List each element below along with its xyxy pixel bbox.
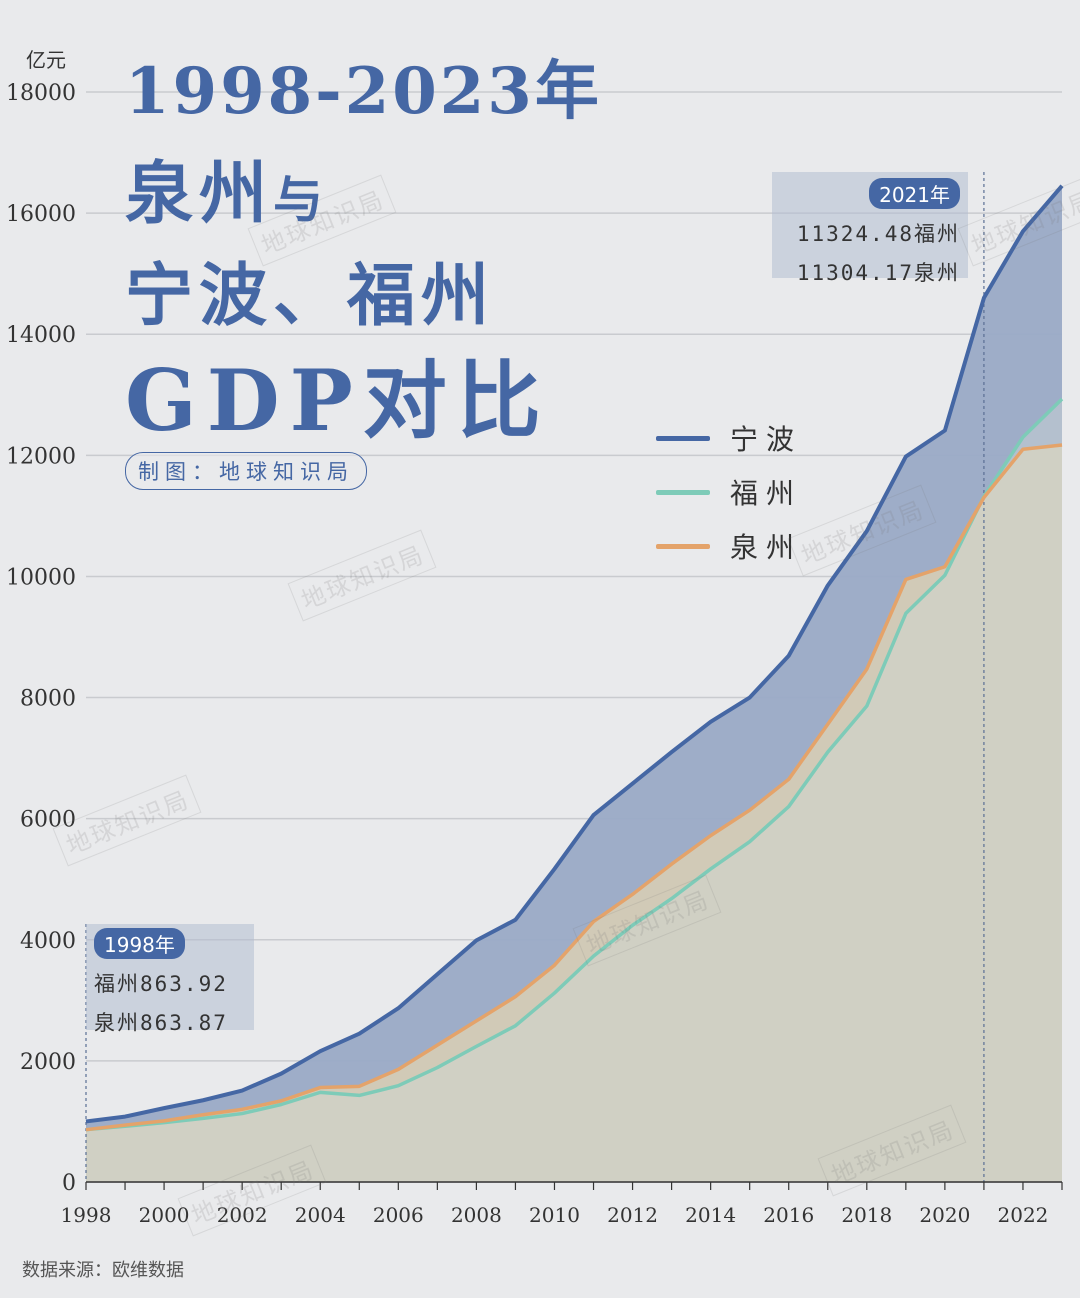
title-quanzhou-text: 泉州 (125, 154, 274, 234)
line-fuzhou (85, 397, 1064, 1132)
legend-swatch-quanzhou (656, 543, 710, 549)
callout-1998-quanzhou: 泉州863.87 (94, 1011, 228, 1035)
x-tick-label: 2020 (919, 1203, 970, 1227)
maker-badge: 制图：地球知识局 (125, 452, 367, 490)
legend-item-fuzhou: 福州 (656, 472, 802, 512)
y-tick-label: 12000 (6, 444, 76, 469)
callout-2021: 2021年 11324.48福州 11304.17泉州 (772, 172, 968, 285)
y-axis-unit: 亿元 (26, 48, 66, 72)
legend-item-quanzhou: 泉州 (656, 526, 802, 566)
title-ningbo-fuzhou: 宁波、福州 (125, 256, 496, 336)
area-fuzhou (86, 399, 1062, 1182)
y-tick-label: 8000 (20, 687, 76, 712)
x-tick-label: 2016 (763, 1203, 814, 1227)
callout-2021-year: 2021年 (869, 178, 960, 209)
legend-label-fuzhou: 福州 (730, 477, 803, 510)
legend-swatch-fuzhou (656, 489, 710, 495)
data-source: 数据来源：欧维数据 (22, 1260, 184, 1281)
area-quanzhou (86, 445, 1062, 1182)
y-tick-label: 0 (62, 1171, 76, 1196)
legend-label-ningbo: 宁波 (730, 423, 803, 456)
legend-swatch-ningbo (656, 435, 710, 441)
title-gdp-compare: GDP对比 (125, 351, 551, 450)
callout-1998: 1998年 福州863.92 泉州863.87 (86, 924, 254, 1035)
x-tick-label: 2004 (295, 1203, 346, 1227)
callout-1998-fuzhou: 福州863.92 (94, 972, 228, 996)
y-tick-label: 4000 (20, 929, 76, 954)
x-tick-label: 2002 (217, 1203, 268, 1227)
y-tick-label: 18000 (6, 81, 76, 106)
y-tick-label: 10000 (6, 565, 76, 590)
title-and-text: 与 (273, 170, 330, 229)
y-tick-label: 6000 (20, 808, 76, 833)
y-tick-label: 14000 (6, 323, 76, 348)
callout-2021-fuzhou: 11324.48福州 (796, 222, 960, 246)
legend-label-quanzhou: 泉州 (730, 531, 803, 564)
legend-item-ningbo: 宁波 (656, 418, 802, 458)
line-ningbo (85, 184, 1064, 1124)
title-years: 1998-2023年 (125, 54, 602, 129)
callout-1998-year: 1998年 (94, 928, 185, 959)
y-tick-label: 2000 (20, 1050, 76, 1075)
x-tick-label: 2018 (841, 1203, 892, 1227)
title-quanzhou: 泉州与 (125, 138, 329, 237)
x-tick-label: 2006 (373, 1203, 424, 1227)
x-tick-label: 1998 (61, 1203, 112, 1227)
x-tick-label: 2010 (529, 1203, 580, 1227)
x-tick-label: 2012 (607, 1203, 658, 1227)
x-tick-label: 2014 (685, 1203, 736, 1227)
y-tick-label: 16000 (6, 202, 76, 227)
x-tick-label: 2000 (139, 1203, 190, 1227)
callout-2021-quanzhou: 11304.17泉州 (796, 261, 960, 285)
x-tick-label: 2022 (998, 1203, 1049, 1227)
x-tick-label: 2008 (451, 1203, 502, 1227)
line-quanzhou (85, 443, 1063, 1132)
